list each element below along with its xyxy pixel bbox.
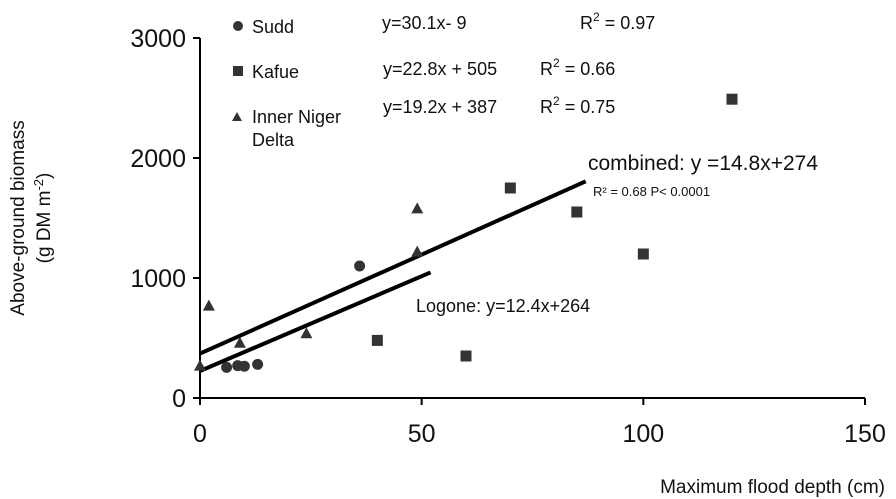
equation-inner-niger: y=19.2x + 387 [383,97,497,117]
point-kafue [504,182,516,194]
legend-label-sudd: Sudd [252,17,294,37]
logone-equation: Logone: y=12.4x+264 [416,296,590,316]
x-tick-label: 150 [844,420,886,448]
r2-kafue: R2 = 0.66 [540,56,615,79]
legend-marker-sudd [233,21,243,31]
point-inner-niger [194,359,206,371]
series-equations: y=30.1x- 9 R2 = 0.97 y=22.8x + 505 R2 = … [382,10,818,316]
data-points [194,93,738,373]
y-tick-label: 3000 [130,25,186,53]
y-tick-label: 2000 [130,145,186,173]
legend-marker-inner-niger-delta [232,112,242,121]
legend: Sudd Kafue Inner Niger Delta [232,17,341,150]
legend-label-inner-niger-line1: Inner Niger [252,107,341,127]
point-inner-niger [411,202,424,214]
y-axis-label: Above-ground biomass (g DM m-2) [8,120,55,315]
r2-inner-niger: R2 = 0.75 [540,94,615,117]
point-kafue [371,334,383,346]
point-inner-niger [300,327,313,339]
y-tick-label: 0 [172,385,186,413]
point-kafue [460,350,472,362]
point-inner-niger [233,336,246,348]
point-sudd [221,361,233,373]
legend-marker-kafue [233,66,243,76]
equation-kafue: y=22.8x + 505 [383,59,497,79]
combined-stats: R² = 0.68 P< 0.0001 [593,184,710,199]
regression-line-combined [199,179,587,356]
point-sudd [252,358,264,370]
point-sudd [354,260,366,272]
regression-lines [199,179,587,373]
x-tick-label: 50 [408,420,436,448]
point-kafue [637,248,649,260]
y-axis-label-line1: Above-ground biomass [8,120,29,315]
point-inner-niger [411,245,424,257]
legend-label-inner-niger-line2: Delta [252,130,295,150]
y-axis-label-line2: (g DM m-2) [31,173,55,264]
point-kafue [571,206,583,218]
point-kafue [726,93,738,105]
regression-line-logone [199,270,432,373]
point-inner-niger [202,299,215,311]
point-sudd [238,360,250,372]
x-axis-label: Maximum flood depth (cm) [660,477,885,498]
r2-sudd: R2 = 0.97 [580,10,655,33]
combined-equation: combined: y =14.8x+274 [588,152,818,175]
x-tick-label: 0 [193,420,207,448]
legend-label-kafue: Kafue [252,62,299,82]
x-tick-label: 100 [622,420,664,448]
equation-sudd: y=30.1x- 9 [382,13,467,33]
y-tick-label: 1000 [130,265,186,293]
axis-ticks: 0 50 100 150 0 1000 2000 3000 [130,25,885,448]
